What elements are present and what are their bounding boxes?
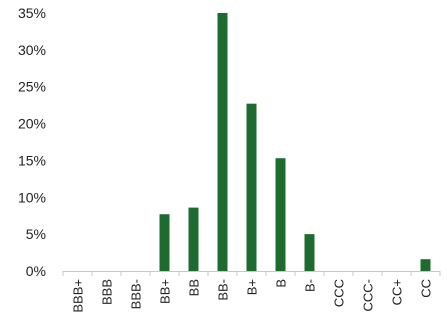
bar-cc	[420, 259, 431, 271]
y-axis: 0% 5% 10% 15% 20% 25% 30% 35%	[18, 5, 46, 279]
x-tick-label: CCC-	[361, 279, 376, 312]
x-tick-label: BBB+	[71, 279, 86, 313]
x-axis: BBB+ BBB BBB- BB+ BB BB- B+ B B- CCC CCC- CC+ CC	[62, 271, 441, 313]
x-tick-label: CC	[419, 279, 434, 298]
x-tick-label: BB+	[158, 279, 173, 304]
x-tick-label: B+	[245, 279, 260, 295]
y-tick-label: 30%	[18, 42, 46, 58]
y-tick-label: 5%	[26, 226, 46, 242]
bar-bb-plus	[159, 214, 170, 271]
y-tick-label: 10%	[18, 189, 46, 205]
bars	[159, 13, 431, 271]
bar-b-minus	[304, 234, 315, 271]
bar-b	[275, 158, 286, 271]
x-tick-label: B	[274, 279, 289, 288]
y-tick-label: 15%	[18, 152, 46, 168]
x-tick-label: CCC	[332, 279, 347, 307]
x-tick-label: B-	[303, 279, 318, 292]
bar-b-plus	[246, 103, 257, 271]
bar-bb	[188, 207, 199, 271]
y-tick-label: 35%	[18, 5, 46, 21]
y-tick-label: 20%	[18, 116, 46, 132]
y-tick-label: 25%	[18, 79, 46, 95]
x-tick-label: BBB-	[129, 279, 144, 309]
bar-bb-minus	[217, 13, 228, 271]
x-tick-label: BB-	[216, 279, 231, 301]
y-tick-label: 0%	[26, 263, 46, 279]
x-tick-label: CC+	[390, 279, 405, 305]
x-tick-label: BB	[187, 279, 202, 296]
x-tick-label: BBB	[100, 279, 115, 305]
